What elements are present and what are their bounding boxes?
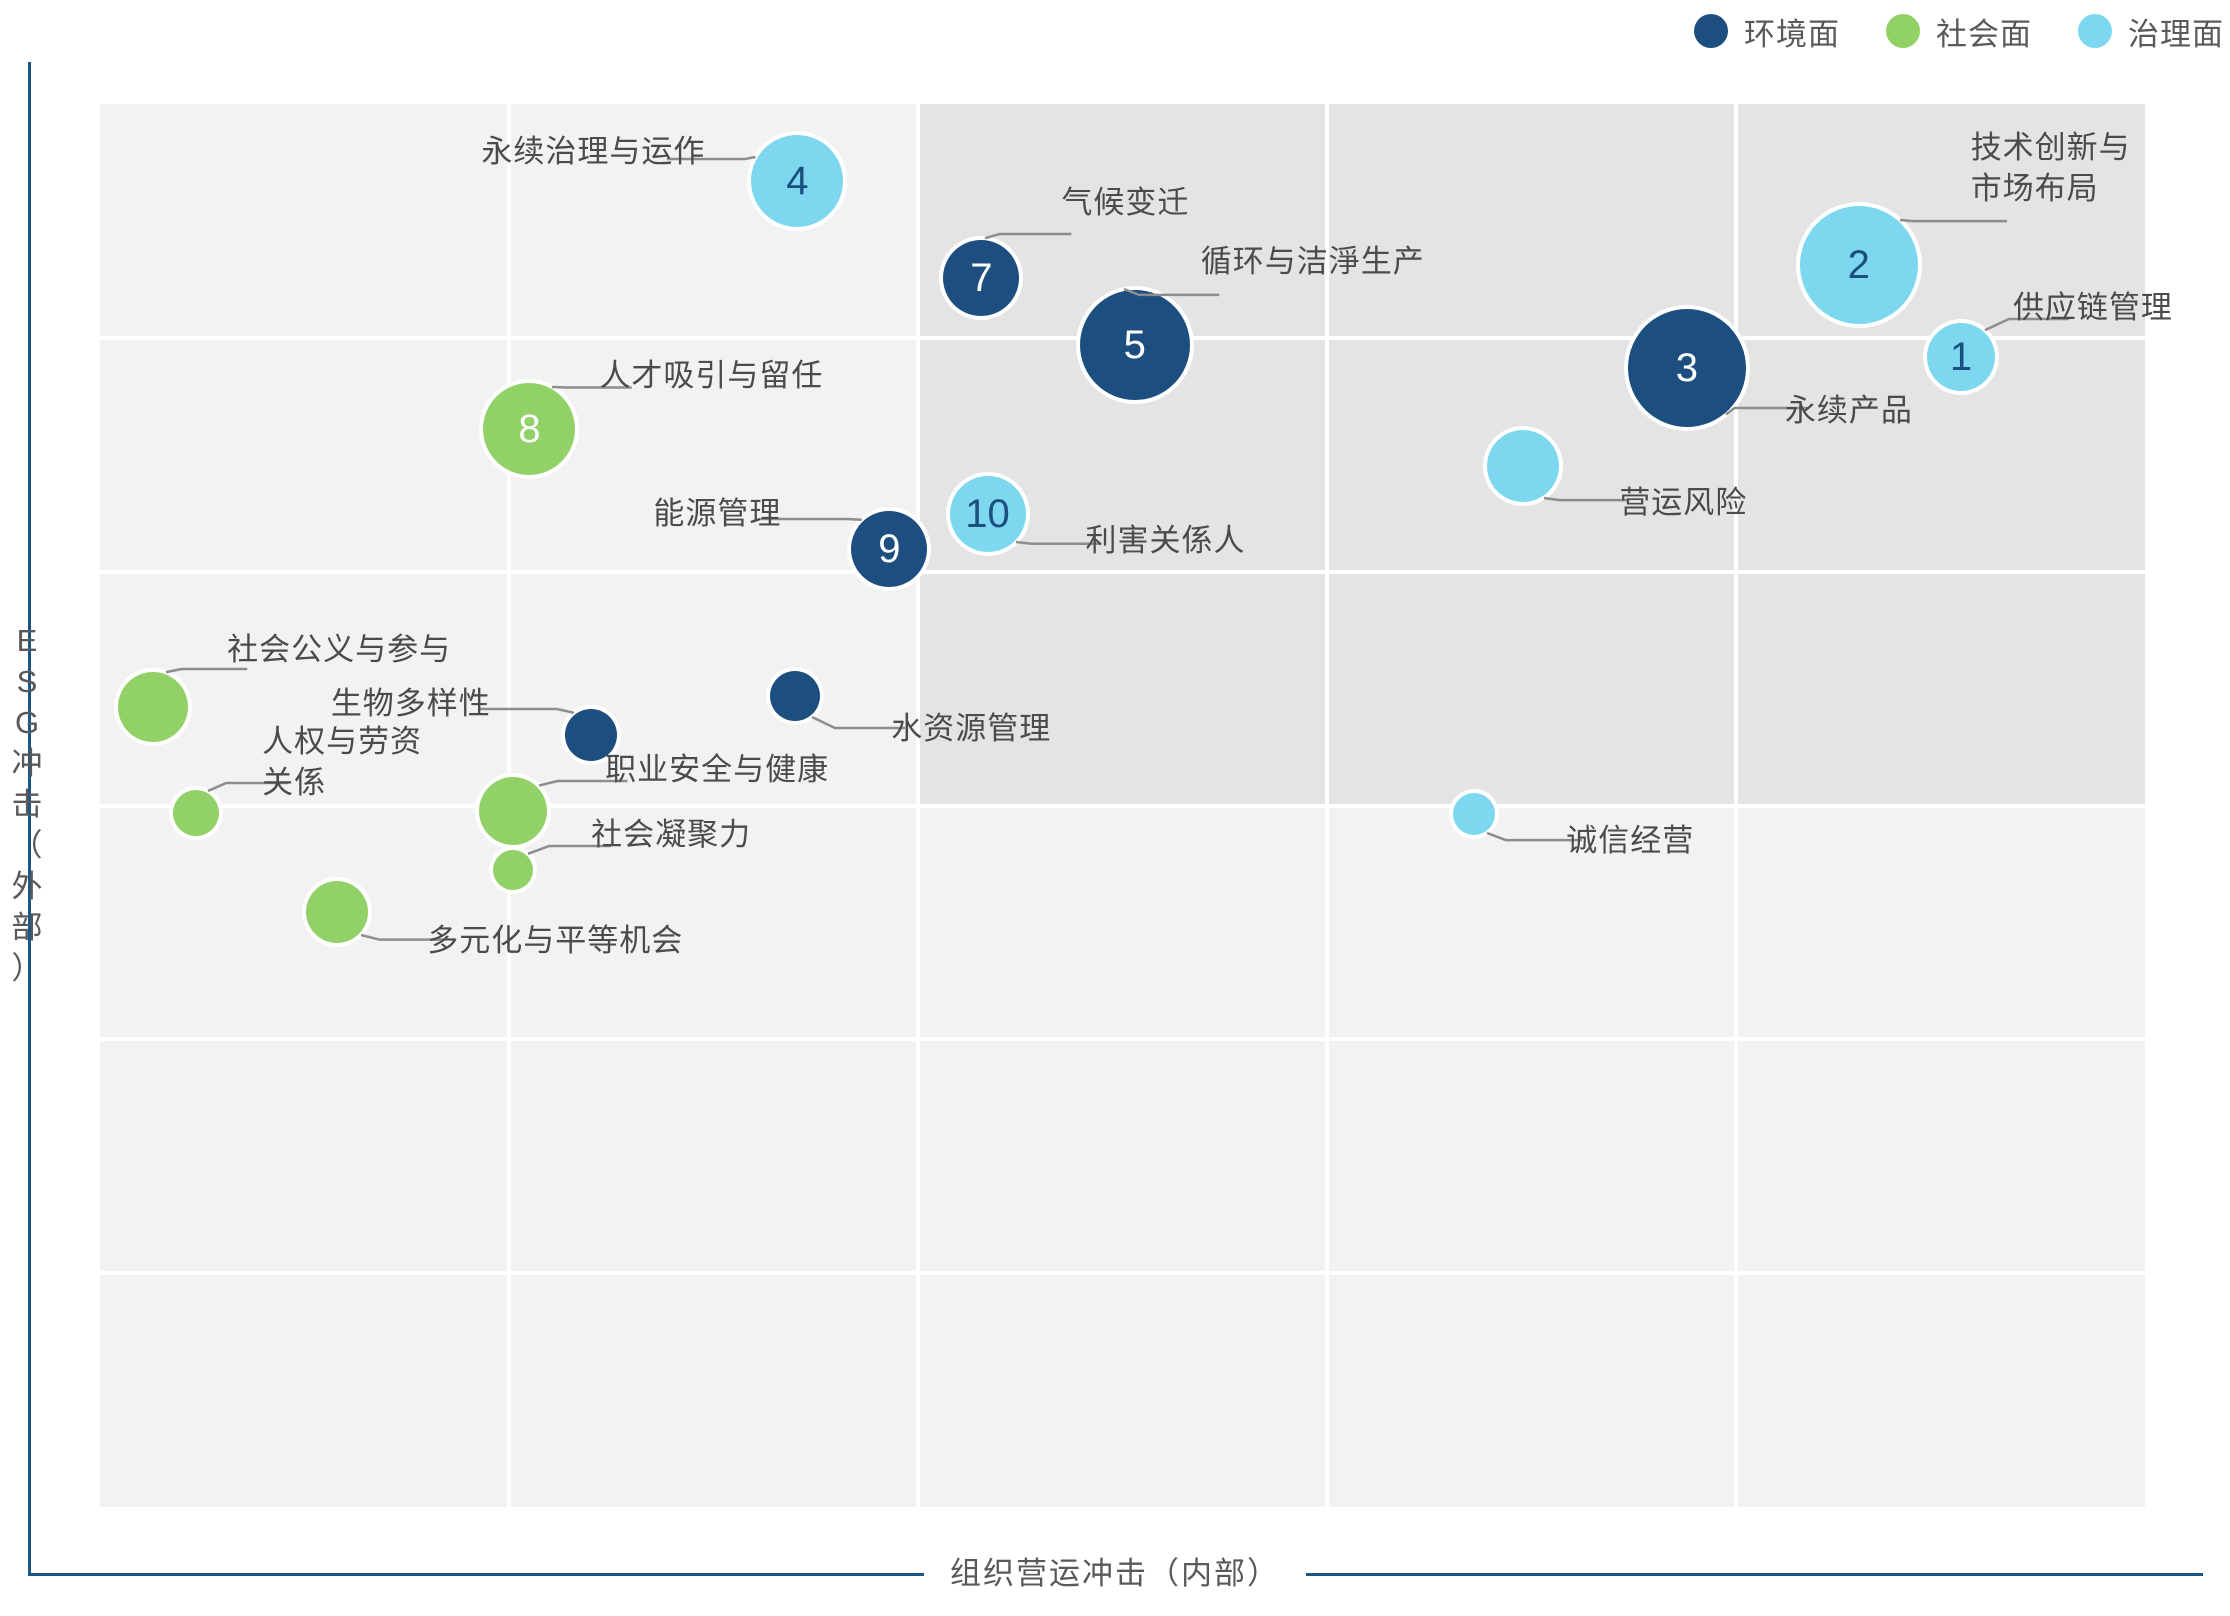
- bubble-4[interactable]: 4: [751, 135, 844, 228]
- y-axis-label-char-3: 冲: [11, 746, 45, 781]
- grid-cell-r3-c4: [1736, 805, 2145, 1040]
- grid-cell-r5-c2: [918, 1273, 1327, 1507]
- bubble-rank-label: 2: [1847, 243, 1870, 288]
- grid-cell-r3-c1: [509, 805, 918, 1040]
- grid-cell-r4-c0: [100, 1039, 509, 1274]
- point-label-item-13: 人权与劳资 关係: [262, 723, 423, 800]
- grid-cell-r4-c4: [1736, 1039, 2145, 1274]
- grid-cell-r2-c4: [1736, 571, 2145, 806]
- bubble-8[interactable]: 8: [483, 383, 576, 476]
- point-label-5: 循环与洁淨生产: [1200, 244, 1425, 280]
- bubble-item-14[interactable]: [479, 777, 548, 846]
- point-label-8: 人才吸引与留任: [599, 358, 824, 394]
- point-label-item-15: 社会凝聚力: [591, 817, 752, 853]
- y-axis-label-char-4: 击: [11, 787, 45, 822]
- bubble-rank-label: 4: [786, 159, 809, 204]
- y-axis-label-char-2: G: [14, 705, 42, 740]
- grid-cell-r5-c4: [1736, 1273, 2145, 1507]
- point-label-7: 气候变迁: [1061, 184, 1190, 220]
- bubble-item-10[interactable]: [118, 672, 189, 743]
- bubble-5[interactable]: 5: [1079, 290, 1190, 401]
- gridline-horizontal-5: [100, 1271, 2145, 1276]
- bubble-10[interactable]: 10: [949, 475, 1026, 552]
- bubble-9[interactable]: 9: [851, 510, 928, 587]
- legend-item-environment[interactable]: 环境面: [1694, 9, 1840, 54]
- point-label-3: 永续产品: [1784, 392, 1913, 428]
- y-axis-label-char-8: ）: [11, 951, 45, 986]
- y-axis-label: E S G 冲击 （ 外部 ）: [0, 620, 56, 989]
- grid-cell-r2-c1: [509, 571, 918, 806]
- grid-cell-r0-c3: [1327, 104, 1736, 338]
- bubble-rank-label: 3: [1675, 345, 1699, 390]
- bubble-rank-label: 8: [518, 407, 541, 452]
- point-label-item-12: 水资源管理: [891, 711, 1052, 747]
- grid-cell-r3-c3: [1327, 805, 1736, 1040]
- legend-item-governance[interactable]: 治理面: [2078, 9, 2224, 54]
- point-label-item-14: 职业安全与健康: [605, 752, 830, 788]
- point-label-2: 技术创新与 市场布局: [1970, 130, 2131, 207]
- point-label-10: 利害关係人: [1085, 522, 1246, 558]
- grid-cell-r3-c2: [918, 805, 1327, 1040]
- bubble-item-17[interactable]: [306, 881, 369, 944]
- bubble-rank-label: 1: [1949, 334, 1973, 379]
- bubble-rank-label: 9: [878, 526, 901, 571]
- point-label-item-9: 营运风险: [1619, 484, 1748, 520]
- bubble-rank-label: 5: [1123, 323, 1146, 368]
- grid-cell-r1-c1: [509, 337, 918, 572]
- legend-label-governance: 治理面: [2128, 16, 2224, 52]
- bubble-rank-label: 7: [970, 255, 993, 300]
- circle-marker-icon: [2078, 14, 2112, 48]
- bubble-item-15[interactable]: [493, 850, 534, 891]
- bubble-7[interactable]: 7: [943, 239, 1020, 316]
- grid-cell-r5-c1: [509, 1273, 918, 1507]
- x-axis-label: 组织营运冲击（内部）: [924, 1548, 1306, 1593]
- gridline-horizontal-4: [100, 1037, 2145, 1042]
- grid-cell-r2-c2: [918, 571, 1327, 806]
- grid-cell-r3-c0: [100, 805, 509, 1040]
- point-label-item-17: 多元化与平等机会: [427, 923, 684, 959]
- y-axis-label-char-0: E: [16, 623, 40, 658]
- grid-cell-r1-c0: [100, 337, 509, 572]
- bubble-item-13[interactable]: [173, 789, 220, 836]
- grid-cell-r2-c3: [1327, 571, 1736, 806]
- grid-cell-r4-c2: [918, 1039, 1327, 1274]
- point-label-item-11: 生物多样性: [330, 686, 491, 722]
- grid-cell-r5-c3: [1327, 1273, 1736, 1507]
- grid-cell-r0-c0: [100, 104, 509, 338]
- y-axis-label-char-5: （: [11, 828, 45, 863]
- bubble-rank-label: 10: [965, 491, 1010, 536]
- x-axis-line: [28, 1573, 2203, 1576]
- y-axis-label-char-6: 外: [11, 869, 45, 904]
- bubble-1[interactable]: 1: [1926, 322, 1995, 391]
- chart-legend: 环境面 社会面 治理面: [0, 0, 2230, 62]
- legend-label-environment: 环境面: [1744, 16, 1840, 52]
- plot-area: 1 2 3 4 5 7 8 9 10: [100, 104, 2145, 1507]
- gridline-horizontal-3: [100, 803, 2145, 808]
- bubble-item-16[interactable]: [1453, 792, 1496, 835]
- gridline-horizontal-2: [100, 569, 2145, 574]
- point-label-item-10: 社会公义与参与: [227, 632, 452, 668]
- grid-cell-r5-c0: [100, 1273, 509, 1507]
- y-axis-label-char-1: S: [16, 664, 40, 699]
- y-axis-label-char-7: 部: [11, 910, 45, 945]
- bubble-item-11[interactable]: [564, 709, 617, 762]
- point-label-4: 永续治理与运作: [481, 134, 706, 170]
- circle-marker-icon: [1694, 14, 1728, 48]
- bubble-item-12[interactable]: [770, 671, 821, 722]
- circle-marker-icon: [1886, 14, 1920, 48]
- grid-cell-r4-c3: [1327, 1039, 1736, 1274]
- point-label-item-16: 诚信经营: [1566, 822, 1695, 858]
- bubble-2[interactable]: 2: [1799, 206, 1918, 325]
- grid-cell-r4-c1: [509, 1039, 918, 1274]
- bubble-3[interactable]: 3: [1627, 308, 1746, 427]
- point-label-9: 能源管理: [653, 495, 782, 531]
- point-label-1: 供应链管理: [2012, 289, 2173, 325]
- legend-label-social: 社会面: [1936, 16, 2032, 52]
- grid-cell-r0-c1: [509, 104, 918, 338]
- x-axis-label-wrap: 组织营运冲击（内部）: [0, 1548, 2230, 1593]
- bubble-item-9[interactable]: [1487, 429, 1560, 502]
- legend-item-social[interactable]: 社会面: [1886, 9, 2032, 54]
- y-axis-line: [28, 62, 31, 1574]
